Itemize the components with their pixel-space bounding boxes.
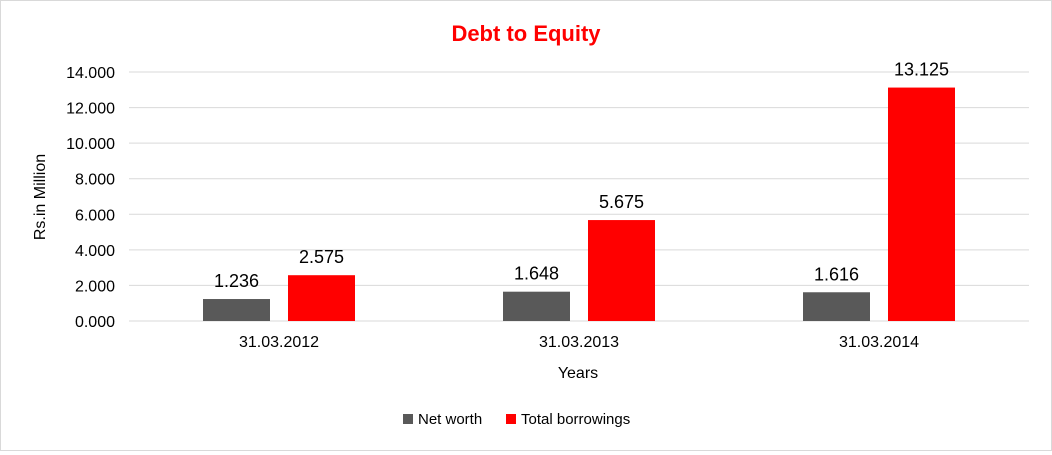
legend-label: Total borrowings	[521, 411, 630, 428]
y-tick-label: 14.000	[66, 65, 115, 82]
data-label: 1.648	[514, 264, 559, 284]
bar-total-borrowings	[588, 220, 655, 321]
y-tick-label: 0.000	[75, 314, 115, 331]
gridlines	[129, 71, 1029, 322]
x-tick-label: 31.03.2014	[839, 334, 919, 351]
y-axis-label: Rs.in Million	[32, 154, 49, 240]
y-tick-label: 2.000	[75, 278, 115, 295]
x-tick-label: 31.03.2013	[539, 334, 619, 351]
data-label: 1.236	[214, 271, 259, 291]
y-axis: 0.000 2.000 4.000 6.000 8.000 10.000 12.000 14.…	[66, 65, 115, 331]
chart-title: Debt to Equity	[451, 21, 601, 46]
bar-total-borrowings	[288, 275, 355, 321]
bar-net-worth	[803, 292, 870, 321]
y-tick-label: 12.000	[66, 101, 115, 118]
bar-total-borrowings	[888, 87, 955, 321]
bar-net-worth	[503, 291, 570, 321]
data-label: 1.616	[814, 264, 859, 284]
data-label: 13.125	[894, 60, 949, 80]
x-axis: 31.03.2012 31.03.2013 31.03.2014	[239, 334, 919, 351]
legend: Net worth Total borrowings	[403, 411, 630, 428]
y-tick-label: 10.000	[66, 136, 115, 153]
y-tick-label: 6.000	[75, 207, 115, 224]
data-label: 2.575	[299, 247, 344, 267]
y-tick-label: 4.000	[75, 243, 115, 260]
legend-swatch	[506, 414, 516, 424]
x-axis-label: Years	[558, 365, 598, 382]
x-tick-label: 31.03.2012	[239, 334, 319, 351]
bar-net-worth	[203, 299, 270, 321]
legend-swatch	[403, 414, 413, 424]
y-tick-label: 8.000	[75, 172, 115, 189]
data-label: 5.675	[599, 192, 644, 212]
bars: 1.236 2.575 1.648 5.675 1.616 13.125	[203, 60, 955, 321]
legend-label: Net worth	[418, 411, 482, 428]
